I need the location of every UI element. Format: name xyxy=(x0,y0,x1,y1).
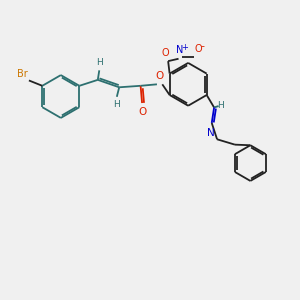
Text: O: O xyxy=(138,106,146,117)
Text: H: H xyxy=(96,58,103,68)
Text: +: + xyxy=(182,43,188,52)
Text: O: O xyxy=(194,44,202,54)
Text: Br: Br xyxy=(17,69,27,79)
Text: N: N xyxy=(207,128,215,138)
Text: -: - xyxy=(201,41,205,51)
Text: O: O xyxy=(162,48,169,58)
Text: H: H xyxy=(113,100,120,109)
Text: H: H xyxy=(217,100,224,109)
Text: O: O xyxy=(156,71,164,81)
Text: N: N xyxy=(176,45,183,55)
